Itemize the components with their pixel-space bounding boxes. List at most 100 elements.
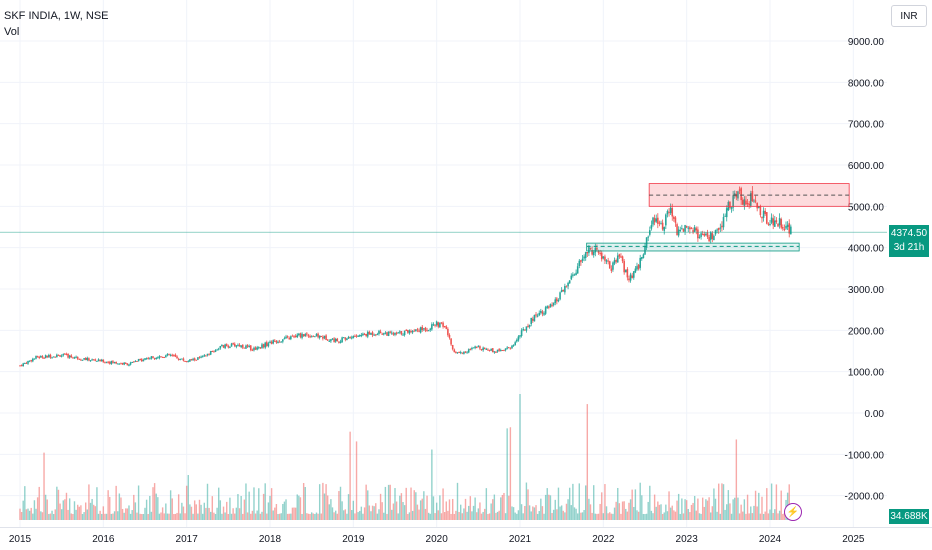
volume-bar <box>581 512 584 520</box>
candle-body <box>514 342 516 345</box>
candle-body <box>365 333 367 337</box>
candle-body <box>705 233 707 235</box>
candle-body <box>43 357 45 359</box>
volume-bar <box>155 493 157 520</box>
volume-bar <box>275 504 278 520</box>
candle-body <box>544 307 547 314</box>
volume-bar <box>107 490 109 520</box>
candle-body <box>181 358 183 360</box>
candle-body <box>165 355 167 358</box>
candle-body <box>645 237 648 248</box>
candle-body <box>251 349 254 351</box>
candle-body <box>363 333 366 335</box>
candle-body <box>328 340 331 342</box>
candle-body <box>270 341 273 344</box>
volume-bar <box>439 495 441 520</box>
volume-bar <box>171 498 173 520</box>
volume-bar <box>357 512 359 520</box>
candle-body <box>152 356 154 358</box>
volume-bar <box>589 504 592 520</box>
volume-bar <box>65 492 68 520</box>
candle-body <box>184 360 186 362</box>
candle-body <box>674 217 677 223</box>
volume-bar <box>578 483 580 520</box>
volume-bar <box>78 506 80 520</box>
candle-body <box>108 362 111 364</box>
currency-button[interactable]: INR <box>891 5 927 27</box>
volume-bar <box>205 507 207 520</box>
candle-body <box>76 356 79 359</box>
candle-body <box>338 341 340 343</box>
candle-body <box>118 363 121 365</box>
volume-bar <box>443 512 446 520</box>
volume-bar <box>565 503 568 520</box>
volume-bar <box>479 502 481 520</box>
candle-body <box>41 356 44 358</box>
candle-body <box>392 333 395 335</box>
candle-body <box>572 274 574 276</box>
volume-bar <box>564 512 566 520</box>
volume-bar <box>160 512 162 520</box>
volume-bar <box>469 496 472 520</box>
volume-bar <box>400 493 403 520</box>
candle-body <box>527 325 529 328</box>
candle-body <box>602 256 605 259</box>
volume-bar <box>633 506 635 520</box>
volume-bar <box>240 495 242 520</box>
volume-bar <box>697 498 699 520</box>
volume-bar <box>64 499 66 520</box>
candle-body <box>137 359 140 362</box>
candle-body <box>512 345 515 347</box>
volume-bar <box>296 494 298 520</box>
candle-body <box>376 334 379 336</box>
volume-bar <box>668 491 670 520</box>
volume-bar <box>759 513 762 520</box>
candle-body <box>408 330 411 334</box>
lightning-bolt-icon[interactable]: ⚡ <box>784 503 802 521</box>
volume-bar <box>692 502 694 520</box>
volume-bar <box>605 506 608 520</box>
volume-bar <box>286 513 289 520</box>
candle-body <box>697 229 699 239</box>
candle-body <box>163 357 166 359</box>
candle-body <box>282 339 284 342</box>
candle-body <box>253 347 255 351</box>
candle-body <box>491 348 494 353</box>
volume-bar <box>769 509 771 520</box>
volume-bar <box>604 484 606 520</box>
candle-body <box>783 228 786 230</box>
volume-bar <box>339 486 342 520</box>
candle-body <box>222 345 225 348</box>
volume-bar <box>738 513 741 520</box>
volume-bar <box>43 452 45 520</box>
candle-body <box>144 358 146 360</box>
candle-body <box>524 329 526 331</box>
volume-bar <box>607 513 609 520</box>
candle-body <box>495 351 497 353</box>
candle-body <box>612 262 614 270</box>
volume-bar <box>721 483 723 520</box>
volume-bar <box>488 513 491 520</box>
candle-body <box>38 356 41 358</box>
volume-bar <box>626 511 629 520</box>
volume-bar <box>770 483 773 520</box>
volume-bar <box>727 490 730 520</box>
volume-bar <box>524 506 526 520</box>
volume-bar <box>682 513 685 520</box>
volume-bar <box>556 509 558 520</box>
volume-bar <box>634 489 637 520</box>
volume-bar <box>288 513 290 520</box>
volume-bar <box>490 503 492 520</box>
candle-body <box>360 334 363 336</box>
candle-body <box>764 210 766 214</box>
candle-body <box>352 336 355 339</box>
candle-body <box>161 356 164 358</box>
volume-bar <box>326 495 329 520</box>
candle-body <box>786 224 789 227</box>
candle-body <box>692 230 694 233</box>
candle-body <box>131 361 133 363</box>
candle-body <box>591 249 593 255</box>
candle-body <box>432 324 435 326</box>
candle-body <box>116 363 119 365</box>
